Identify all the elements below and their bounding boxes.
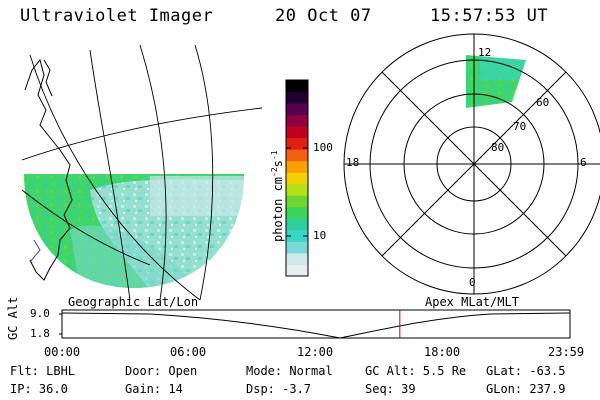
timeline-xtick-1200: 12:00 — [297, 345, 334, 359]
ip-info: IP: 36.0 — [10, 382, 68, 396]
glat-info: GLat: -63.5 — [486, 364, 566, 378]
mlt-label-6: 6 — [580, 156, 587, 169]
timeline-xtick-0600: 06:00 — [170, 345, 207, 359]
timeline-ylabel: GC Alt — [6, 296, 20, 340]
timeline-xtick-2359: 23:59 — [548, 345, 585, 359]
colorbar-segment — [286, 218, 308, 231]
colorbar-segment — [286, 103, 308, 116]
colorbar-segment — [286, 172, 308, 185]
colorbar-segment — [286, 264, 308, 277]
mlt-label-0: 0 — [469, 276, 476, 289]
colorbar-segment — [286, 195, 308, 208]
colorbar-tick-10: 10 — [313, 229, 327, 242]
door-info: Door: Open — [125, 364, 198, 378]
observation-date: 20 Oct 07 — [275, 6, 372, 26]
timeline-ytick-low: 1.8 — [30, 327, 50, 340]
coastline — [24, 58, 73, 281]
geographic-emission-image — [24, 174, 244, 288]
glon-info: GLon: 237.9 — [486, 382, 566, 396]
mlt-label-12: 12 — [478, 46, 492, 59]
mlat-label-80: 80 — [491, 141, 505, 154]
altitude-timeline — [59, 309, 571, 339]
polar-plot — [343, 33, 600, 295]
observation-time: 15:57:53 UT — [430, 6, 549, 26]
mlat-label-60: 60 — [536, 96, 550, 109]
timeline-xtick-1800: 18:00 — [424, 345, 461, 359]
mode-info: Mode: Normal — [246, 364, 333, 378]
colorbar-segment — [286, 229, 308, 242]
colorbar-segment — [286, 160, 308, 173]
geographic-panel-label: Geographic Lat/Lon — [68, 295, 199, 309]
colorbar-segment — [286, 114, 308, 127]
colorbar-segment — [286, 149, 308, 162]
filter-info: Flt: LBHL — [10, 364, 76, 378]
colorbar-tick-100: 100 — [313, 141, 333, 154]
colorbar-unit-label: photon cm-2s-1 — [270, 150, 285, 242]
gain-info: Gain: 14 — [125, 382, 183, 396]
colorbar-segment — [286, 126, 308, 139]
instrument-title: Ultraviolet Imager — [20, 6, 214, 26]
colorbar-segment — [286, 206, 308, 219]
colorbar-segment — [286, 91, 308, 104]
colorbar-segment — [286, 80, 308, 93]
altitude-curve — [61, 312, 571, 339]
colorbar — [286, 80, 308, 277]
geographic-map — [22, 44, 262, 300]
apex-panel-label: Apex MLat/MLT — [425, 295, 519, 309]
mlat-label-70: 70 — [513, 120, 527, 133]
gc-alt-info: GC Alt: 5.5 Re — [365, 364, 467, 378]
mlt-label-18: 18 — [346, 156, 360, 169]
colorbar-segment — [286, 183, 308, 196]
colorbar-segment — [286, 137, 308, 150]
colorbar-segment — [286, 252, 308, 265]
colorbar-segment — [286, 241, 308, 254]
seq-info: Seq: 39 — [365, 382, 416, 396]
dsp-info: Dsp: -3.7 — [246, 382, 312, 396]
timeline-ytick-high: 9.0 — [30, 307, 50, 320]
timeline-xtick-0000: 00:00 — [44, 345, 81, 359]
